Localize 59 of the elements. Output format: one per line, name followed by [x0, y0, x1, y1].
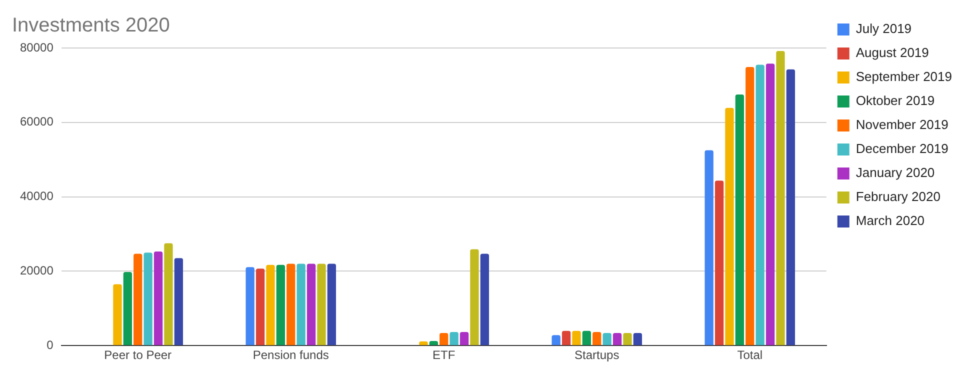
bar [164, 243, 173, 346]
bar [174, 258, 184, 346]
bar [552, 335, 560, 346]
bar [113, 284, 122, 346]
y-tick-label: 80000 [20, 40, 54, 54]
bar [460, 332, 469, 346]
bar [602, 332, 612, 346]
bar [144, 252, 152, 346]
bar [582, 330, 592, 346]
y-tick-label: 0 [46, 338, 54, 352]
bar [123, 272, 132, 346]
bar [286, 264, 296, 346]
bar [154, 251, 163, 346]
bar [746, 66, 754, 346]
x-tick-label: Pension funds [252, 348, 329, 362]
bar [786, 69, 796, 346]
bar [327, 264, 336, 346]
bar [776, 50, 785, 346]
bar [470, 249, 479, 346]
legend-label: February 2020 [856, 189, 940, 204]
x-tick-label: Total [737, 348, 763, 362]
bar [572, 330, 581, 346]
bar [440, 332, 448, 346]
legend-label: Oktober 2019 [856, 93, 935, 108]
legend-label: July 2019 [856, 21, 912, 36]
bar [714, 180, 724, 346]
bar [592, 332, 602, 346]
bar [266, 264, 275, 346]
bar [766, 64, 775, 346]
x-tick-label: Peer to Peer [104, 348, 172, 362]
bar [735, 94, 744, 346]
legend-label: August 2019 [856, 45, 929, 60]
bar [450, 332, 458, 346]
x-tick-label: ETF [432, 348, 456, 362]
bar [296, 264, 306, 346]
legend-label: March 2020 [856, 213, 925, 228]
bar [725, 108, 734, 346]
bar [562, 330, 571, 346]
bar [306, 264, 316, 346]
y-tick-label: 20000 [20, 264, 54, 278]
legend-label: September 2019 [856, 69, 952, 84]
chart-title: Investments 2020 [12, 14, 170, 37]
bar [756, 64, 764, 346]
bar [134, 254, 142, 346]
bar [317, 264, 326, 346]
legend-label: January 2020 [856, 165, 935, 180]
bar [480, 254, 490, 346]
y-tick-label: 40000 [20, 189, 54, 204]
x-tick-label: Startups [574, 348, 620, 362]
bar [246, 267, 254, 346]
y-tick-label: 60000 [20, 114, 54, 129]
bar [623, 332, 632, 346]
bar [256, 268, 265, 346]
legend-label: November 2019 [856, 117, 948, 132]
bar [276, 264, 286, 346]
bar [612, 332, 622, 346]
legend-label: December 2019 [856, 141, 948, 156]
bar [633, 332, 642, 346]
bar [704, 150, 714, 346]
